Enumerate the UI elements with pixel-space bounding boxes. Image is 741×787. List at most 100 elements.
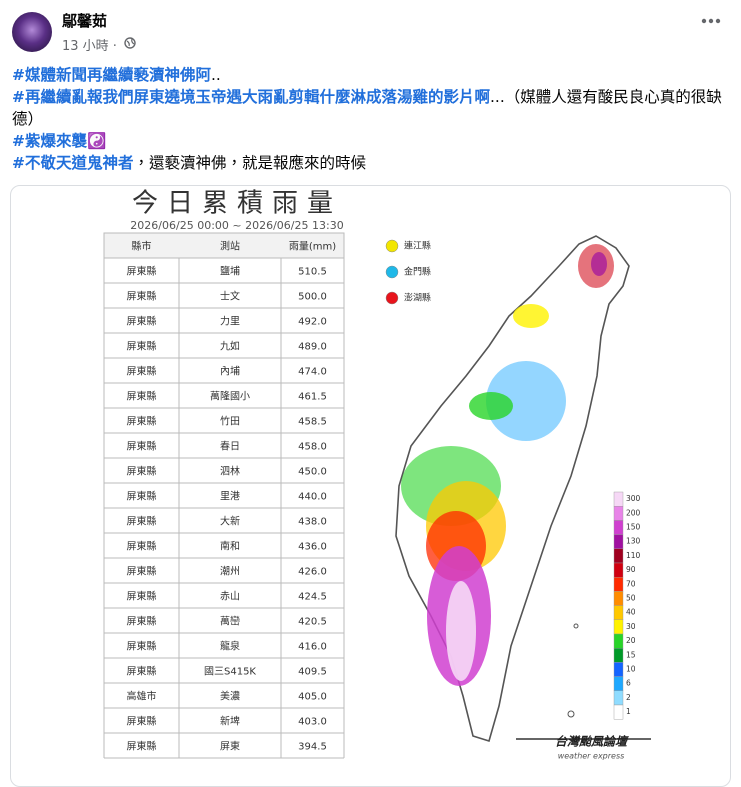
hashtag[interactable]: #媒體新聞再繼續褻瀆神佛阿: [12, 66, 211, 84]
post-paragraph: #紫爆來襲☯️: [12, 130, 728, 152]
table-cell: 縣市: [132, 240, 152, 253]
table-header-bg: [103, 232, 345, 259]
table-cell: 屏東縣: [127, 665, 157, 678]
table-cell: 屏東縣: [127, 715, 157, 728]
post-time[interactable]: 13 小時 ·: [62, 39, 117, 54]
table-cell: 458.5: [298, 417, 327, 428]
scale-label: 20: [626, 636, 636, 645]
table-cell: 萬巒: [220, 615, 240, 628]
table-cell: 屏東縣: [127, 515, 157, 528]
table-cell: 屏東縣: [127, 315, 157, 328]
hashtag[interactable]: #紫爆來襲: [12, 132, 87, 150]
table-cell: 里港: [220, 491, 240, 503]
scale-band: [613, 548, 624, 564]
scale-band: [613, 562, 624, 578]
table-cell: 屏東縣: [127, 465, 157, 478]
table-cell: 461.5: [298, 392, 327, 403]
table-cell: 436.0: [298, 542, 327, 553]
table-cell: 屏東縣: [127, 415, 157, 428]
table-cell: 屏東縣: [127, 490, 157, 503]
table-cell: 屏東縣: [127, 440, 157, 453]
scale-label: 1: [626, 707, 631, 716]
table-cell: 426.0: [298, 567, 327, 578]
table-cell: 美濃: [220, 690, 240, 703]
scale-band: [613, 633, 624, 649]
post-text: ..: [211, 66, 221, 84]
table-cell: 屏東縣: [127, 340, 157, 353]
island-label: 金門縣: [404, 266, 431, 278]
table-cell: 405.0: [298, 692, 327, 703]
page: post {"post": { "author": "鄔馨茹", "time":…: [10, 12, 731, 787]
post-paragraph: #媒體新聞再繼續褻瀆神佛阿..: [12, 64, 728, 86]
table-cell: 489.0: [298, 342, 327, 353]
island-marker: [385, 291, 399, 305]
table-cell: 416.0: [298, 642, 327, 653]
table-cell: 492.0: [298, 317, 327, 328]
table-cell: 438.0: [298, 517, 327, 528]
scale-label: 200: [626, 508, 641, 517]
table-cell: 屏東縣: [127, 290, 157, 303]
table-cell: 屏東: [220, 740, 240, 753]
scale-label: 30: [626, 622, 636, 631]
island-marker: [385, 265, 399, 279]
table-cell: 士文: [220, 290, 240, 303]
table-cell: 450.0: [298, 467, 327, 478]
scale-band: [613, 648, 624, 663]
scale-band: [613, 704, 624, 720]
table-cell: 雨量(mm): [289, 241, 336, 253]
taiwan-map: [395, 235, 651, 743]
scale-label: 50: [626, 594, 636, 603]
scale-label: 40: [626, 608, 636, 617]
hashtag[interactable]: #再繼續亂報我們屏東遶境玉帝遇大雨亂剪輯什麼淋成落湯雞的影片啊: [12, 88, 490, 106]
table-cell: 409.5: [298, 667, 327, 678]
post-text: ...（媒體人還有酸民良心真的很缺德）: [12, 88, 722, 128]
table-cell: 力里: [220, 315, 240, 328]
island-label: 連江縣: [404, 240, 431, 252]
scale-band: [613, 676, 624, 692]
table-cell: 測站: [220, 240, 240, 253]
post-image[interactable]: 今日累積雨量 2026/06/25 00:00 ~ 2026/06/25 13:…: [10, 185, 731, 787]
hashtag[interactable]: #不敬天道鬼神者: [12, 154, 134, 172]
table-cell: 竹田: [220, 415, 240, 428]
table-cell: 474.0: [298, 367, 327, 378]
author-name[interactable]: 鄔馨茹: [62, 12, 108, 30]
table-cell: 屏東縣: [127, 615, 157, 628]
table-cell: 510.5: [298, 267, 327, 278]
avatar[interactable]: [12, 12, 52, 52]
table-cell: 九如: [220, 341, 240, 353]
table-cell: 泗林: [220, 465, 240, 478]
table-cell: 內埔: [220, 365, 240, 378]
table-cell: 新埤: [220, 715, 240, 728]
scale-band: [613, 506, 624, 521]
table-cell: 424.5: [298, 592, 327, 603]
scale-band: [613, 577, 624, 592]
island-label: 澎湖縣: [404, 292, 431, 304]
table-cell: 屏東縣: [127, 640, 157, 653]
post-text: #媒體新聞再繼續褻瀆神佛阿.. #再繼續亂報我們屏東遶境玉帝遇大雨亂剪輯什麼淋成落…: [12, 64, 728, 174]
scale-label: 70: [626, 579, 636, 588]
scale-band: [613, 520, 624, 535]
post-page: 鄔馨茹 13 小時 · #媒體新聞再繼續褻瀆神佛阿.. #再繼續亂報我們屏東遶境玉…: [10, 12, 731, 787]
color-scale: 300 200 150 130 110 90 70 50 40 30 20 15 10 6 2 1: [613, 491, 641, 720]
table-cell: 屏東縣: [127, 590, 157, 603]
post-text: ☯️: [87, 132, 107, 150]
table-cell: 南和: [220, 540, 240, 553]
scale-band: [613, 619, 624, 635]
table-cell: 440.0: [298, 492, 327, 503]
island-marker: [385, 239, 399, 253]
more-menu[interactable]: [701, 18, 721, 24]
table-cell: 春日: [220, 441, 240, 453]
scale-label: 10: [626, 665, 636, 674]
table-cell: 屏東縣: [127, 365, 157, 378]
watermark: 台灣颱風論壇: [555, 735, 629, 749]
table-cell: 高雄市: [127, 690, 157, 703]
table-cell: 赤山: [220, 591, 240, 603]
table-cell: 鹽埔: [220, 265, 240, 278]
privacy-icon: [124, 37, 136, 49]
table-cell: 潮州: [220, 565, 240, 578]
table-cell: 420.5: [298, 617, 327, 628]
table-cell: 屏東縣: [127, 740, 157, 753]
scale-label: 90: [626, 565, 636, 574]
